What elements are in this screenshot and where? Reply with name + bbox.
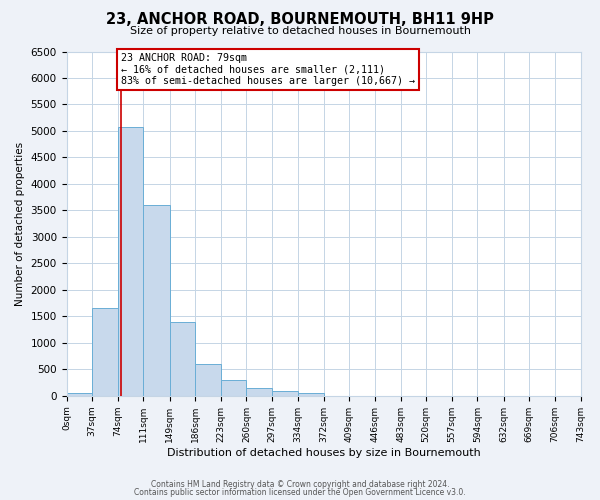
Text: Size of property relative to detached houses in Bournemouth: Size of property relative to detached ho… <box>130 26 470 36</box>
Bar <box>272 390 298 396</box>
Text: 23, ANCHOR ROAD, BOURNEMOUTH, BH11 9HP: 23, ANCHOR ROAD, BOURNEMOUTH, BH11 9HP <box>106 12 494 28</box>
Bar <box>92 308 118 396</box>
Bar <box>298 392 324 396</box>
Bar <box>195 364 221 396</box>
Text: Contains public sector information licensed under the Open Government Licence v3: Contains public sector information licen… <box>134 488 466 497</box>
Y-axis label: Number of detached properties: Number of detached properties <box>15 142 25 306</box>
Bar <box>118 126 143 396</box>
X-axis label: Distribution of detached houses by size in Bournemouth: Distribution of detached houses by size … <box>167 448 481 458</box>
Bar <box>143 205 170 396</box>
Bar <box>67 393 92 396</box>
Text: Contains HM Land Registry data © Crown copyright and database right 2024.: Contains HM Land Registry data © Crown c… <box>151 480 449 489</box>
Bar <box>221 380 247 396</box>
Bar <box>247 388 272 396</box>
Bar <box>170 322 195 396</box>
Text: 23 ANCHOR ROAD: 79sqm
← 16% of detached houses are smaller (2,111)
83% of semi-d: 23 ANCHOR ROAD: 79sqm ← 16% of detached … <box>121 52 415 86</box>
